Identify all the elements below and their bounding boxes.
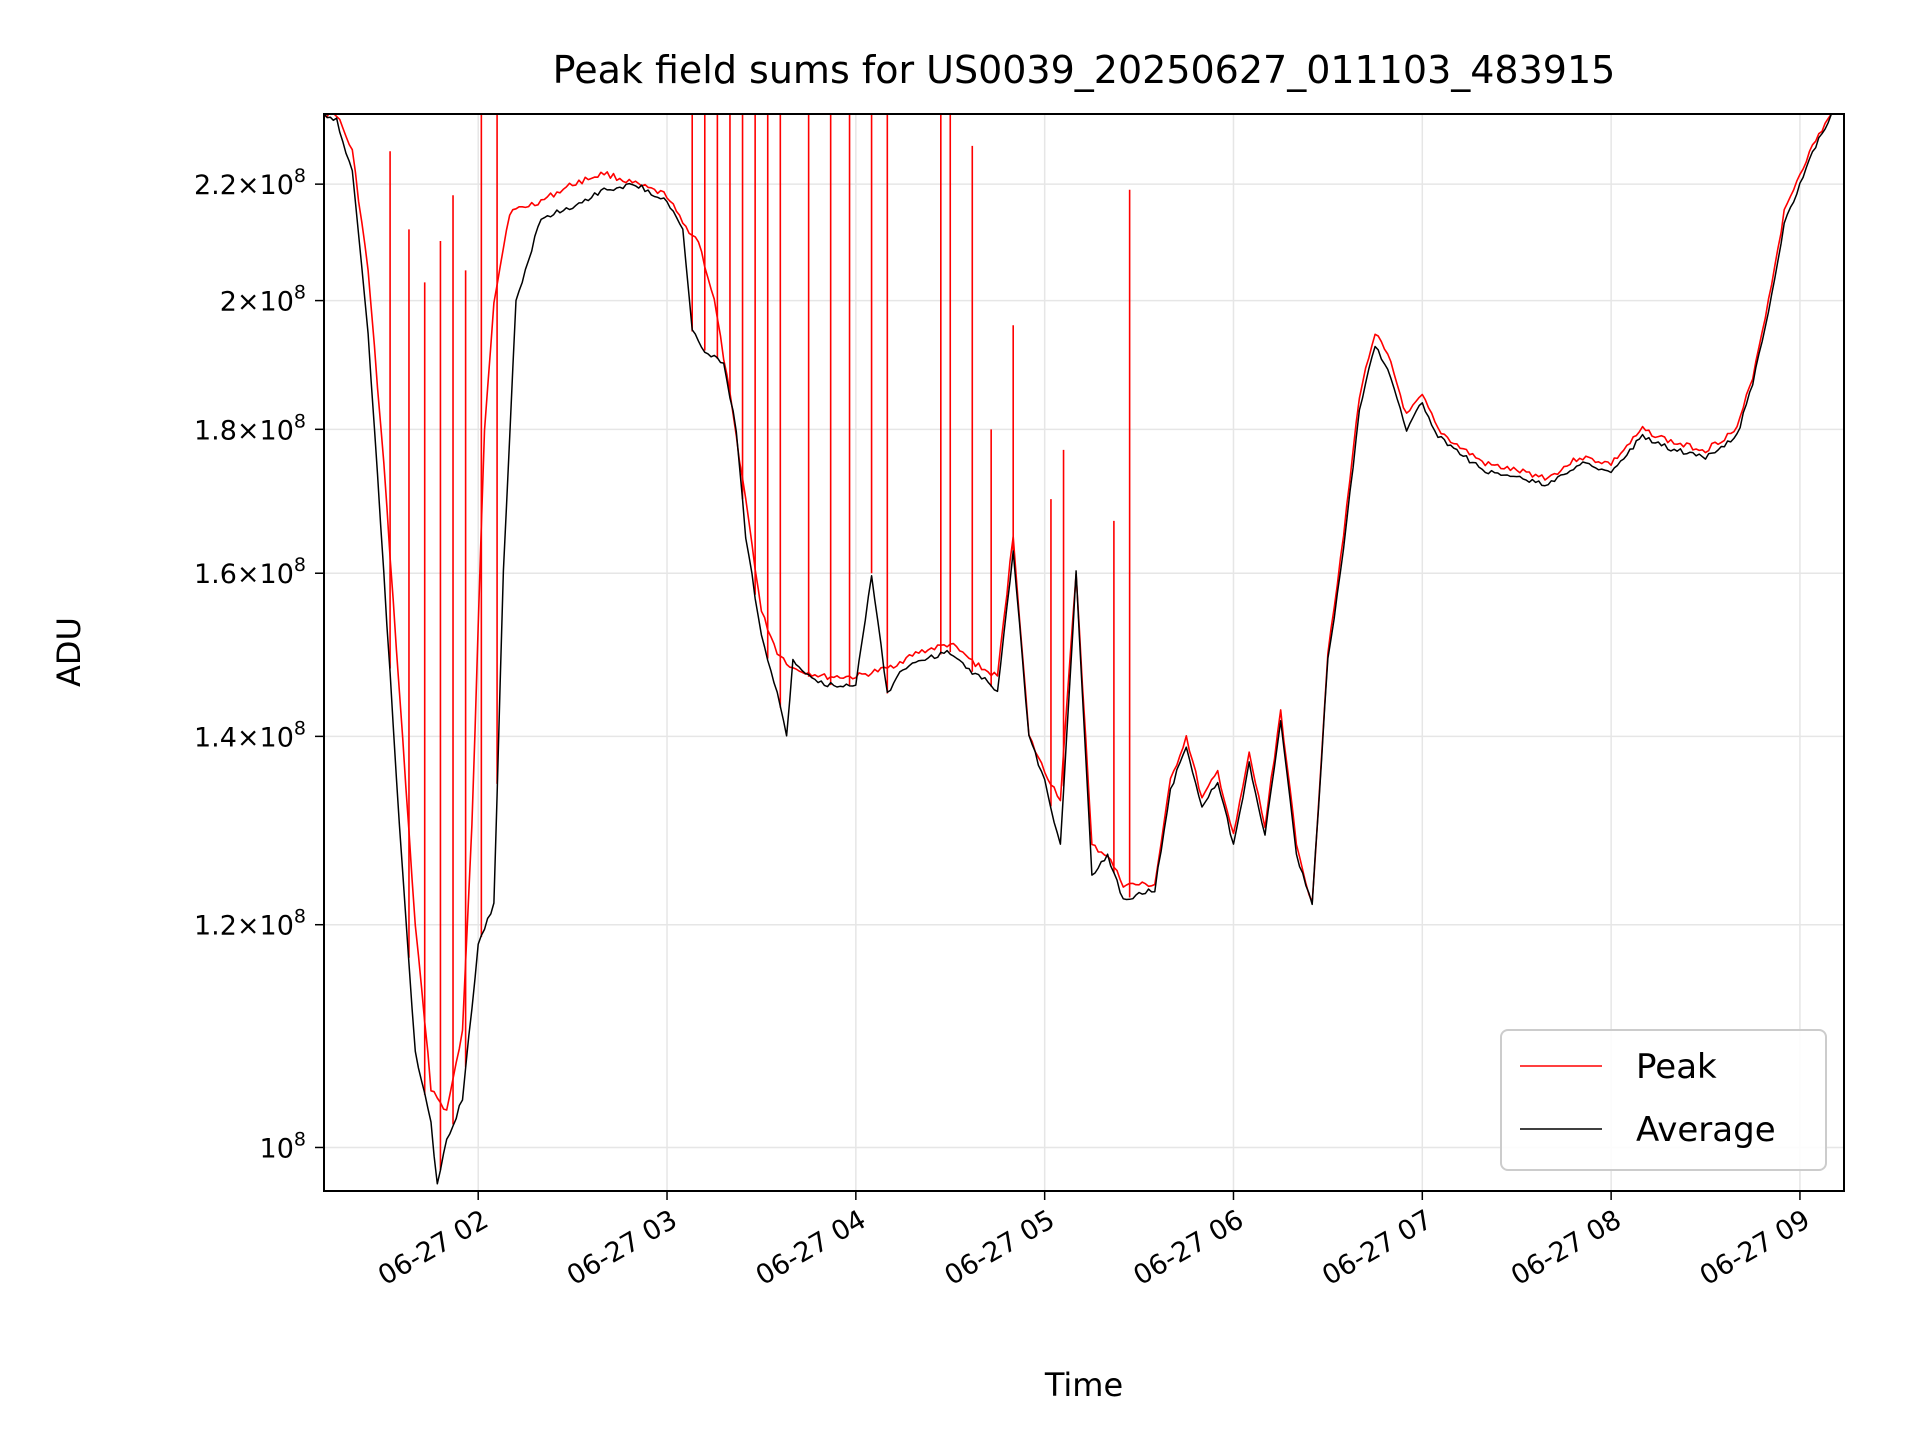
y-tick-label: 108 [260, 1128, 306, 1164]
legend-label-peak: Peak [1636, 1047, 1717, 1087]
y-tick-label: 2×108 [220, 282, 306, 318]
y-tick-label: 1.2×108 [194, 906, 306, 942]
y-axis: 108 1.2×108 1.4×108 1.6×108 1.8×108 2×108 2.2×… [194, 165, 324, 1164]
y-tick-label: 1.6×108 [194, 554, 306, 590]
y-axis-label: ADU [50, 617, 88, 687]
y-tick-label: 1.8×108 [194, 410, 306, 446]
legend-label-average: Average [1636, 1110, 1776, 1150]
series-layer [324, 114, 1833, 1185]
plot-area [324, 114, 1833, 1185]
y-tick-label: 1.4×108 [194, 717, 306, 753]
series-line-average [324, 114, 1833, 1185]
x-axis-label: Time [1044, 1366, 1123, 1404]
grid [324, 114, 1844, 1191]
y-tick-label: 2.2×108 [194, 165, 306, 201]
chart-title: Peak field sums for US0039_20250627_0111… [553, 48, 1616, 92]
legend-box [1500, 1029, 1827, 1171]
plot-frame [323, 113, 1845, 1192]
legend: Peak Average [1500, 1029, 1827, 1171]
